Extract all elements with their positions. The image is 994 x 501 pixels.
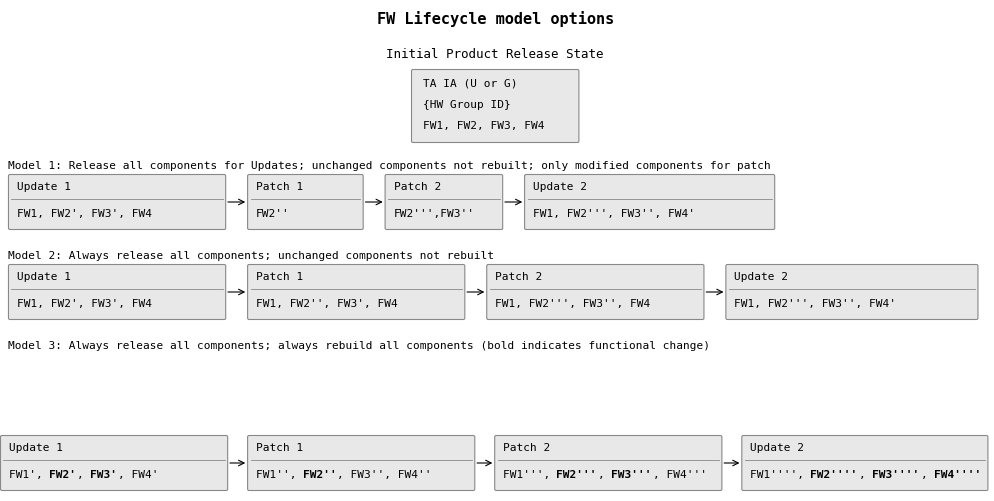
Text: Model 1: Release all components for Updates; unchanged components not rebuilt; o: Model 1: Release all components for Upda… [8,161,770,171]
Text: FW1''',: FW1''', [503,470,558,480]
Text: TA IA (U or G): TA IA (U or G) [423,79,518,89]
Text: Patch 1: Patch 1 [256,272,303,282]
Text: ,: , [598,470,611,480]
Text: , FW4': , FW4' [118,470,158,480]
Text: FW2'': FW2'' [256,209,290,219]
Text: Update 2: Update 2 [750,443,804,453]
FancyBboxPatch shape [742,435,988,490]
Text: Patch 1: Patch 1 [256,443,303,453]
Text: , FW4''': , FW4''' [653,470,708,480]
Text: FW4'''': FW4'''' [934,470,981,480]
Text: Update 1: Update 1 [9,443,63,453]
Text: FW2'''': FW2'''' [810,470,857,480]
FancyBboxPatch shape [385,174,503,229]
FancyBboxPatch shape [9,265,226,320]
FancyBboxPatch shape [412,70,579,142]
FancyBboxPatch shape [248,435,475,490]
Text: FW1, FW2'', FW3', FW4: FW1, FW2'', FW3', FW4 [256,299,398,309]
Text: Initial Product Release State: Initial Product Release State [387,48,604,61]
FancyBboxPatch shape [1,435,228,490]
Text: {HW Group ID}: {HW Group ID} [423,100,511,110]
Text: FW1, FW2''', FW3'', FW4': FW1, FW2''', FW3'', FW4' [735,299,897,309]
Text: FW Lifecycle model options: FW Lifecycle model options [377,11,614,27]
FancyBboxPatch shape [248,174,363,229]
Text: FW2': FW2' [49,470,76,480]
Text: FW2''',FW3'': FW2''',FW3'' [394,209,474,219]
Text: Update 1: Update 1 [17,272,71,282]
Text: FW1, FW2', FW3', FW4: FW1, FW2', FW3', FW4 [17,209,152,219]
Text: FW1',: FW1', [9,470,50,480]
Text: Patch 2: Patch 2 [394,182,440,192]
Text: Model 3: Always release all components; always rebuild all components (bold indi: Model 3: Always release all components; … [8,341,710,351]
Text: ,: , [77,470,90,480]
Text: ,: , [859,470,873,480]
Text: Patch 2: Patch 2 [495,272,543,282]
Text: Patch 1: Patch 1 [256,182,303,192]
Text: Patch 2: Patch 2 [503,443,551,453]
Text: , FW3'', FW4'': , FW3'', FW4'' [337,470,432,480]
Text: FW3': FW3' [90,470,117,480]
Text: FW3'''': FW3'''' [872,470,919,480]
Text: Update 2: Update 2 [735,272,788,282]
FancyBboxPatch shape [726,265,978,320]
Text: Model 2: Always release all components; unchanged components not rebuilt: Model 2: Always release all components; … [8,251,494,261]
Text: FW2''': FW2''' [557,470,596,480]
FancyBboxPatch shape [248,265,465,320]
Text: Update 2: Update 2 [533,182,587,192]
Text: FW2'': FW2'' [302,470,336,480]
FancyBboxPatch shape [9,174,226,229]
Text: FW1, FW2, FW3, FW4: FW1, FW2, FW3, FW4 [423,121,545,131]
FancyBboxPatch shape [495,435,722,490]
Text: FW1, FW2', FW3', FW4: FW1, FW2', FW3', FW4 [17,299,152,309]
Text: ,: , [921,470,934,480]
Text: FW1, FW2''', FW3'', FW4: FW1, FW2''', FW3'', FW4 [495,299,650,309]
FancyBboxPatch shape [525,174,774,229]
Text: FW1'',: FW1'', [256,470,303,480]
Text: FW1'''',: FW1'''', [750,470,811,480]
FancyBboxPatch shape [487,265,704,320]
Text: FW1, FW2''', FW3'', FW4': FW1, FW2''', FW3'', FW4' [533,209,695,219]
Text: FW3''': FW3''' [611,470,652,480]
Text: Update 1: Update 1 [17,182,71,192]
